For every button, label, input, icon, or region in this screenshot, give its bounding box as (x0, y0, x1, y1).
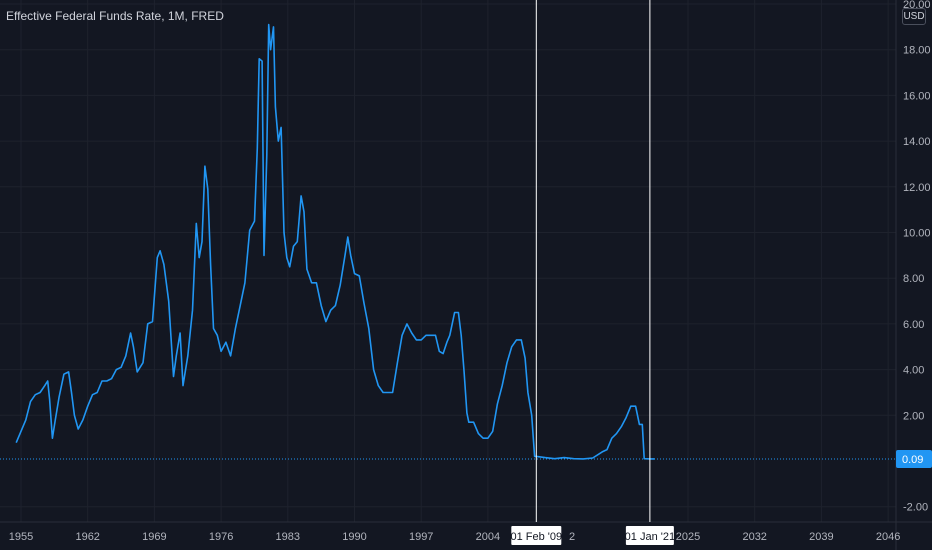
x-tick-label: 2025 (676, 531, 700, 543)
crosshair-label-box-2 (625, 526, 674, 545)
crosshair-date-label-1: 01 Feb '09 (510, 531, 562, 543)
y-tick-label: 12.00 (903, 182, 931, 194)
y-tick-label: 18.00 (903, 45, 931, 57)
x-tick-label: 1962 (75, 531, 99, 543)
x-tick-label: 2004 (476, 531, 500, 543)
y-tick-label: 14.00 (903, 136, 931, 148)
x-tick-label: 1990 (342, 531, 366, 543)
x-tick-label: 1955 (9, 531, 33, 543)
y-tick-label: 20.00 (903, 0, 931, 11)
y-tick-label: 6.00 (903, 319, 924, 331)
x-tick-label: 1997 (409, 531, 433, 543)
last-value-label: 0.09 (902, 454, 923, 466)
y-tick-label: 16.00 (903, 90, 931, 102)
crosshair-date-label-2: 01 Jan '21 (625, 531, 675, 543)
x-tick-label: 2032 (742, 531, 766, 543)
last-value-label-box (896, 449, 932, 468)
currency-badge[interactable]: USD (902, 8, 926, 25)
y-tick-label: -2.00 (903, 502, 928, 514)
x-tick-label: 2039 (809, 531, 833, 543)
y-tick-label: 8.00 (903, 273, 924, 285)
chart-title: Effective Federal Funds Rate, 1M, FRED (6, 9, 224, 23)
y-tick-label: 4.00 (903, 365, 924, 377)
series-line (15, 23, 655, 460)
y-tick-label: 2.00 (903, 410, 924, 422)
crosshair-label-box-1 (511, 526, 562, 545)
y-tick-label: 10.00 (903, 228, 931, 240)
x-tick-label: 1983 (276, 531, 300, 543)
x-tick-label-partial: 2 (569, 531, 575, 543)
x-tick-label: 1969 (142, 531, 166, 543)
x-tick-label: 2046 (876, 531, 900, 543)
x-tick-label: 1976 (209, 531, 233, 543)
